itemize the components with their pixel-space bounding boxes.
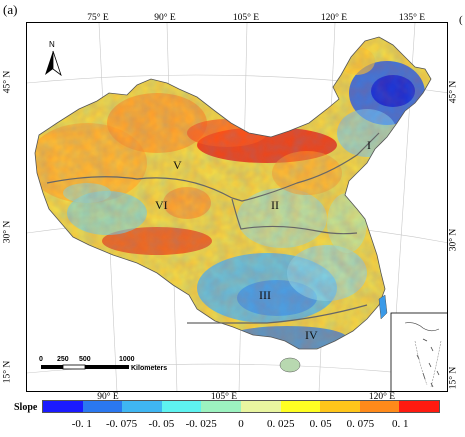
scale-label-0: 0 [39,356,43,363]
legend-labels: -0. 1 -0. 075 -0. 05 -0. 025 0 0. 025 0. 05 0. … [42,418,440,432]
legend-swatch [399,401,439,412]
legend-swatch [320,401,360,412]
north-arrow-icon [45,50,62,77]
region-label-ii: II [271,198,279,212]
legend-swatch [280,401,321,412]
legend-swatch [122,401,162,412]
panel-label: (a) [3,2,18,17]
right-tick-45n: 45° N [448,80,459,104]
taiwan-island [378,294,388,320]
bottom-tick-90e: 90° E [97,392,119,402]
north-label: N [49,40,55,49]
region-label-i: I [367,138,371,152]
legend-swatch [240,401,281,412]
legend-swatch [43,401,83,412]
legend-swatch [82,401,123,412]
slope-map: I II V VI III IV N 0 250 500 1 [27,23,447,391]
legend-swatch [201,401,241,412]
china-outline [34,36,432,350]
bottom-tick-105e: 105° E [210,392,238,402]
legend-label: -0. 05 [148,418,175,430]
hainan-island [279,357,301,373]
scale-bar: 0 250 500 1000 Kilometers [39,356,167,372]
legend-title: Slope [14,402,38,413]
top-tick-120e: 120° E [320,13,348,23]
top-tick-135e: 135° E [398,13,426,23]
region-label-iii: III [259,288,271,302]
region-label-v: V [173,158,182,172]
region-boundaries [46,132,380,324]
legend-label: 0. 025 [267,418,295,430]
scale-label-1000: 1000 [119,356,135,363]
right-tick-30n: 30° N [448,228,459,252]
legend-swatch [359,401,400,412]
legend-label: -0. 025 [185,418,217,430]
scale-unit: Kilometers [131,365,167,372]
region-label-vi: VI [155,198,168,212]
bottom-tick-120e: 120° E [368,392,396,402]
south-china-sea-inset [390,312,447,391]
scale-label-500: 500 [79,356,91,363]
legend-label: 0. 1 [391,418,409,430]
top-tick-90e: 90° E [154,13,176,23]
left-tick-15n: 15° N [2,360,13,384]
legend-swatch [161,401,202,412]
top-tick-75e: 75° E [87,13,109,23]
right-tick-15n: 15° N [448,366,459,390]
legend-label: 0. 05 [309,418,332,430]
cropped-panel-label: ( [459,14,463,26]
left-tick-30n: 30° N [2,220,13,244]
top-tick-105e: 105° E [232,13,260,23]
legend-label: -0. 1 [71,418,92,430]
scale-label-250: 250 [57,356,69,363]
legend-label: 0 [238,418,244,430]
legend-color-bar [42,400,440,413]
legend-label: -0. 075 [106,418,138,430]
region-label-iv: IV [305,328,318,342]
legend-label: 0. 075 [346,418,375,430]
map-frame: I II V VI III IV N 0 250 500 1 [26,22,448,392]
left-tick-45n: 45° N [2,70,13,94]
